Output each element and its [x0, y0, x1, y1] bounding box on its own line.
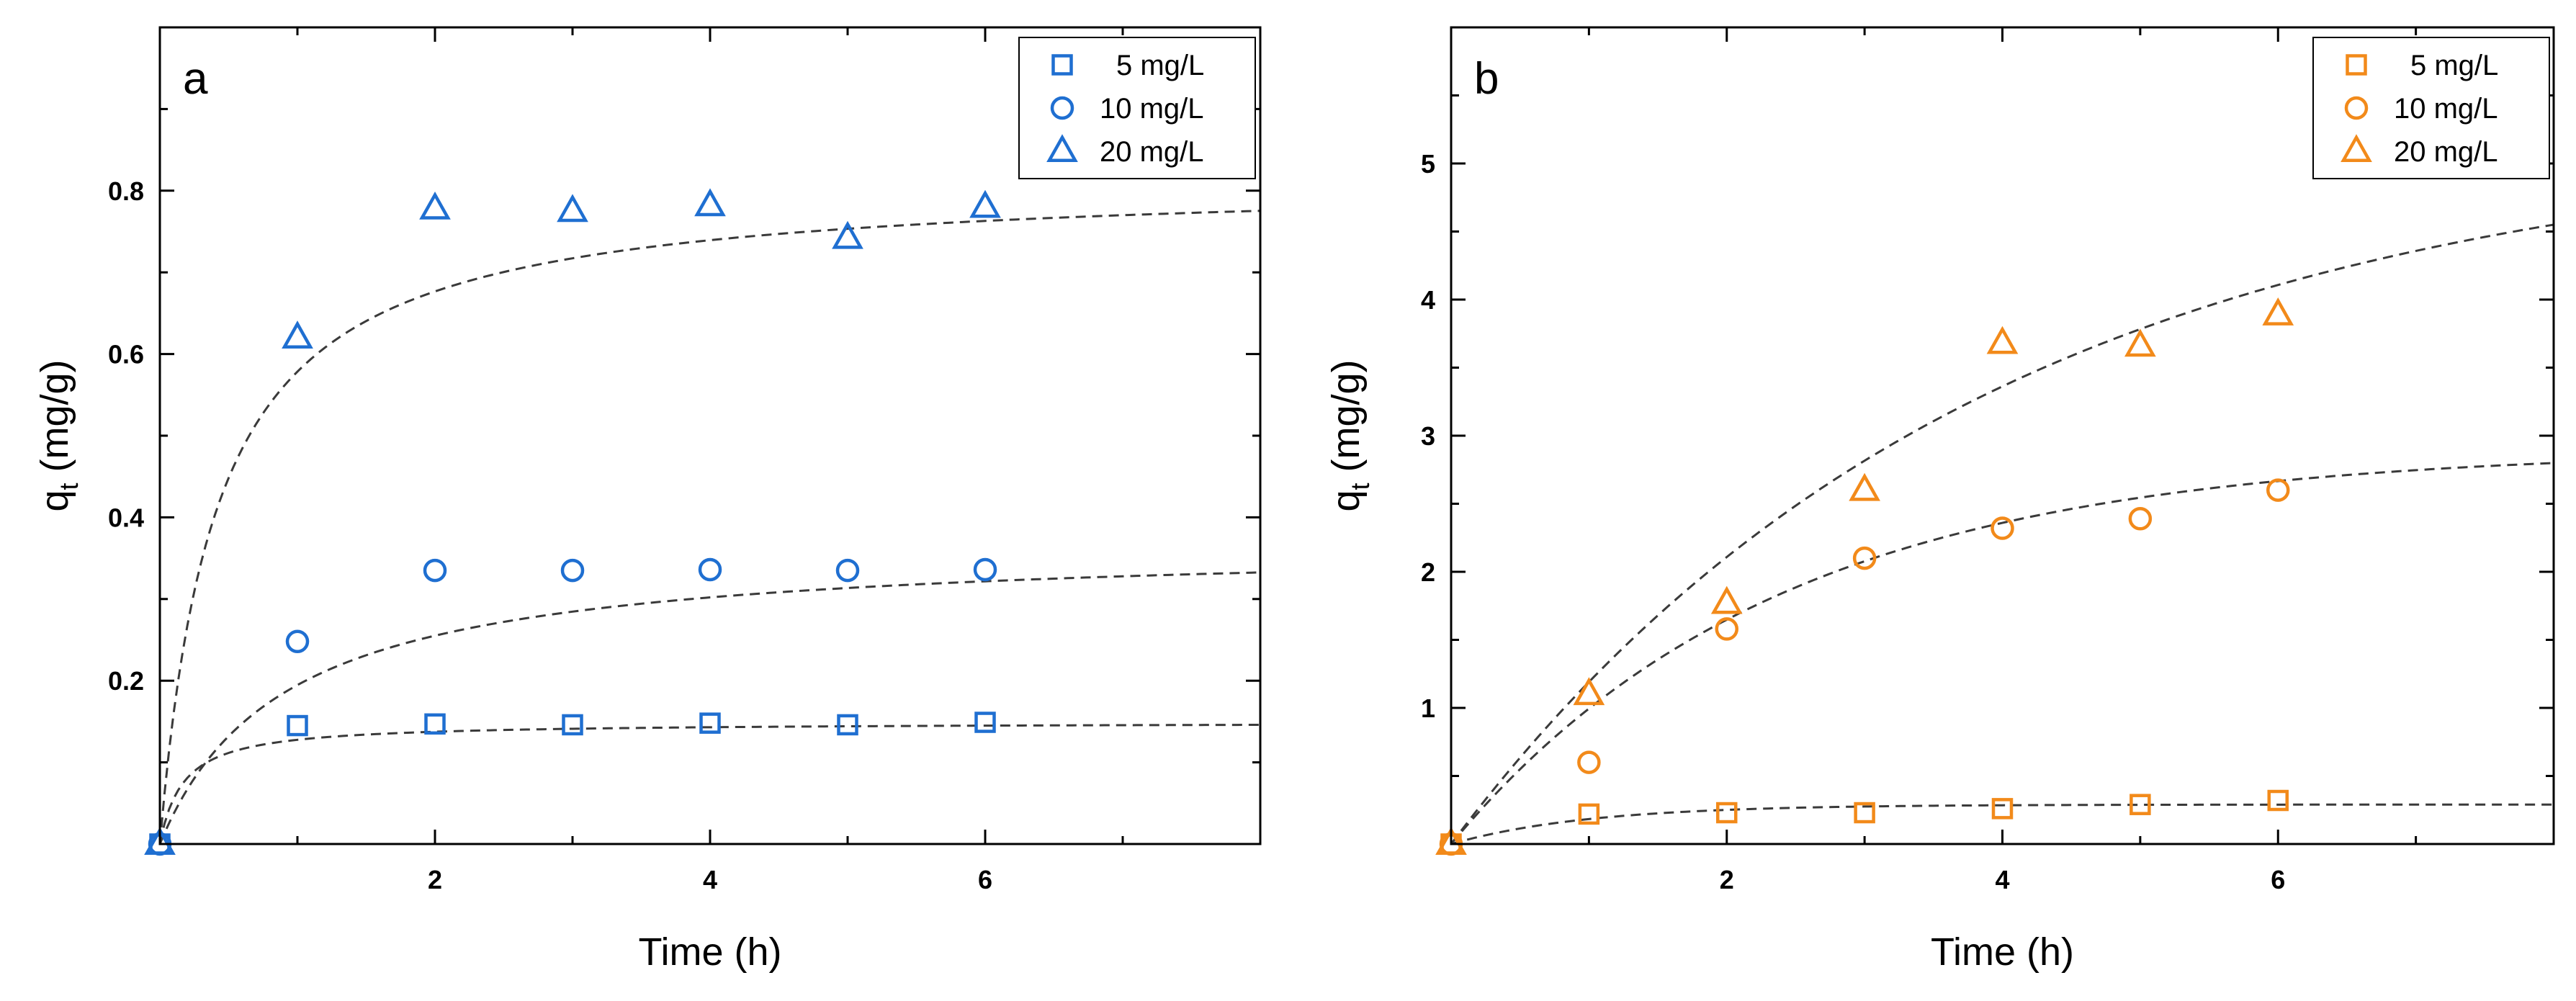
x-tick-label: 6 [978, 865, 992, 894]
x-tick-label: 6 [2271, 865, 2285, 894]
legend-marker-square [2346, 54, 2367, 76]
data-point [974, 712, 996, 733]
fit-curve-20-mg-L [1450, 223, 2554, 845]
data-point [282, 320, 313, 349]
data-point [1852, 546, 1877, 570]
legend-entry: 5 mg/L [2410, 50, 2498, 81]
data-point [837, 714, 858, 736]
data-point [1854, 802, 1875, 824]
y-tick-label: 1 [1421, 693, 1435, 723]
data-point [1991, 516, 2014, 540]
data-point [2128, 507, 2153, 531]
panel-a: 2 4 6 0.2 0.4 0.6 0.8 Time (h) qt (mg/g) a 5 mg/L 1… [33, 26, 1262, 974]
panel-label: a [183, 54, 208, 104]
data-point [973, 557, 997, 582]
fit-curve-20-mg-L [158, 210, 1261, 844]
data-point [1716, 802, 1738, 824]
panel-b: 2 4 6 1 2 3 4 5 Time (h) qt (mg/g) b 5 mg/L 10 mg/L 2… [1324, 26, 2555, 974]
data-point [1715, 617, 1738, 641]
data-point [1577, 750, 1601, 774]
fit-curve-5-mg-L [158, 724, 1261, 845]
x-axis-title: Time (h) [639, 930, 782, 974]
data-point [2262, 297, 2294, 326]
y-axis-title-units: (mg/g) [33, 359, 76, 482]
legend-entry: 10 mg/L [1100, 93, 1204, 125]
legend-marker-triangle [1046, 134, 1078, 163]
data-point [1578, 803, 1600, 825]
data-point [1849, 472, 1880, 501]
data-point [694, 188, 726, 217]
data-point [2124, 328, 2156, 357]
y-axis-title-units: (mg/g) [1324, 359, 1368, 482]
x-tick-label: 2 [428, 865, 442, 894]
y-tick-label: 4 [1421, 285, 1435, 315]
legend-marker-circle [1050, 96, 1074, 120]
x-tick-label: 2 [1720, 865, 1734, 894]
y-tick-label: 0.2 [108, 666, 144, 696]
fit-curve-10-mg-L [158, 571, 1261, 845]
y-axis-title-main: q [1324, 490, 1368, 512]
legend-marker-square [1051, 54, 1073, 76]
x-tick-label: 4 [1995, 865, 2009, 894]
data-point [557, 194, 588, 223]
y-tick-label: 0.8 [108, 176, 144, 206]
legend-box [2312, 37, 2550, 179]
x-tick-label: 4 [703, 865, 717, 894]
y-tick-label: 3 [1421, 421, 1435, 451]
data-point [1573, 677, 1605, 706]
data-point [285, 629, 310, 654]
data-point [562, 714, 583, 736]
legend-entry: 10 mg/L [2394, 93, 2498, 125]
y-axis-title-main: q [33, 490, 76, 512]
data-point [424, 713, 446, 735]
data-point [835, 558, 860, 583]
y-axis-title-subscript: t [1345, 482, 1375, 490]
legend-entry: 20 mg/L [2394, 136, 2498, 168]
y-axis-title: qt (mg/g) [1324, 359, 1375, 511]
fit-curve-10-mg-L [1450, 462, 2554, 845]
data-point [969, 189, 1001, 218]
data-point [699, 712, 721, 734]
data-point [698, 557, 722, 582]
data-point [1710, 585, 1743, 614]
data-point [287, 714, 308, 737]
legend-entry: 20 mg/L [1100, 136, 1204, 168]
legend-entry: 5 mg/L [1116, 50, 1204, 81]
y-tick-label: 5 [1421, 149, 1435, 179]
x-axis-title: Time (h) [1931, 930, 2074, 974]
data-point [560, 558, 585, 583]
legend-box [1018, 37, 1256, 179]
panel-label: b [1474, 54, 1499, 104]
y-axis-title-subscript: t [54, 482, 84, 490]
data-point [2266, 478, 2290, 502]
data-point [423, 558, 447, 583]
fit-curve-5-mg-L [1450, 803, 2554, 845]
data-point [1991, 798, 2014, 820]
y-tick-label: 0.6 [108, 340, 144, 369]
y-tick-label: 2 [1421, 557, 1435, 587]
data-point [419, 191, 451, 220]
data-point [1986, 326, 2019, 354]
y-axis-title: qt (mg/g) [33, 359, 84, 511]
data-point [2130, 794, 2151, 815]
legend-marker-circle [2344, 96, 2369, 120]
legend-marker-triangle [2341, 134, 2372, 163]
data-point [144, 827, 176, 856]
data-point [1435, 827, 1467, 856]
data-point [832, 220, 863, 249]
y-tick-label: 0.4 [108, 503, 144, 532]
data-point [2267, 789, 2289, 812]
